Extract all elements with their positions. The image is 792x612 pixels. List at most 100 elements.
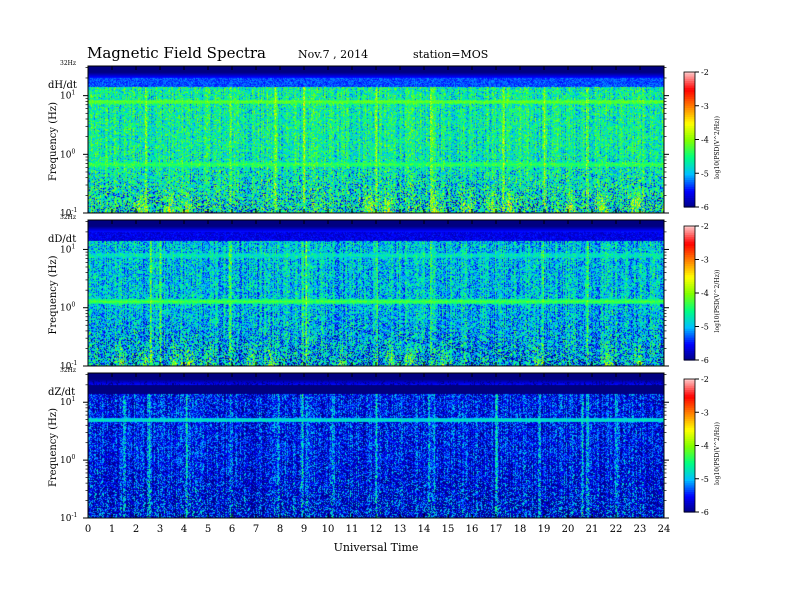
colorbar-tick-label: -3 xyxy=(701,256,709,265)
colorbar-segment xyxy=(684,485,695,489)
colorbar-segment xyxy=(684,239,695,243)
colorbar-tick-label: -2 xyxy=(701,222,709,231)
colorbar-tick-label: -4 xyxy=(701,442,709,451)
colorbar-segment xyxy=(684,135,695,138)
colorbar-segment xyxy=(684,387,695,391)
colorbar-segment xyxy=(684,434,695,438)
colorbar-tick-label: -2 xyxy=(701,375,709,384)
y-tick-label: 10-1 xyxy=(60,512,77,524)
colorbar-segment xyxy=(684,168,695,172)
colorbar-segment xyxy=(684,226,695,229)
x-tick-label: 5 xyxy=(205,524,211,535)
colorbar-segment xyxy=(684,454,695,458)
y-tick-label: 100 xyxy=(60,454,75,466)
colorbar-segment xyxy=(684,263,695,267)
colorbar-segment xyxy=(684,507,695,511)
component-label: dZ/dt xyxy=(48,387,75,398)
colorbar-segment xyxy=(684,407,695,411)
colorbar: -2 -3 -4 -5 -6 log10(PSD(V^2/Hz)) xyxy=(683,68,721,212)
spectrogram-image xyxy=(88,66,664,213)
colorbar-segment xyxy=(684,335,695,339)
colorbar-segment xyxy=(684,103,695,107)
colorbar-segment xyxy=(684,339,695,343)
x-tick-label: 20 xyxy=(562,524,575,535)
x-tick-label: 21 xyxy=(586,524,599,535)
colorbar-segment xyxy=(684,74,695,78)
colorbar-segment xyxy=(684,328,695,332)
colorbar-segment xyxy=(684,478,695,482)
x-tick-label: 0 xyxy=(85,524,91,535)
colorbar-segment xyxy=(684,92,695,96)
x-tick-label: 16 xyxy=(466,524,479,535)
colorbar-segment xyxy=(684,351,695,354)
colorbar-segment xyxy=(684,164,695,168)
colorbar-segment xyxy=(684,101,695,105)
colorbar-label: log10(PSD(V^2/Hz)) xyxy=(714,270,721,333)
colorbar-segment xyxy=(684,301,695,305)
colorbar-segment xyxy=(684,266,695,270)
colorbar-segment xyxy=(684,500,695,504)
x-tick-label: 12 xyxy=(370,524,383,535)
colorbar: -2 -3 -4 -5 -6 log10(PSD(V^2/Hz)) xyxy=(683,375,721,517)
colorbar-segment xyxy=(684,299,695,303)
colorbar-segment xyxy=(684,257,695,261)
colorbar-segment xyxy=(684,81,695,84)
colorbar-segment xyxy=(684,474,695,478)
colorbar-segment xyxy=(684,72,695,75)
colorbar-segment xyxy=(684,119,695,123)
colorbar-segment xyxy=(684,463,695,467)
colorbar: -2 -3 -4 -5 -6 log10(PSD(V^2/Hz)) xyxy=(683,222,721,365)
colorbar-segment xyxy=(684,315,695,319)
colorbar-segment xyxy=(684,230,695,234)
colorbar-segment xyxy=(684,117,695,120)
colorbar-segment xyxy=(684,246,695,249)
colorbar-segment xyxy=(684,418,695,422)
colorbar-segment xyxy=(684,414,695,418)
colorbar-segment xyxy=(684,87,695,91)
y-tick-label: 100 xyxy=(60,302,75,314)
y-tick-label: 101 xyxy=(60,396,75,408)
colorbar-tick-label: -4 xyxy=(701,136,709,145)
colorbar-segment xyxy=(684,76,695,80)
colorbar-segment xyxy=(684,319,695,323)
colorbar-segment xyxy=(684,346,695,350)
colorbar-segment xyxy=(684,288,695,292)
colorbar-segment xyxy=(684,132,695,136)
colorbar-segment xyxy=(684,427,695,431)
colorbar-segment xyxy=(684,458,695,462)
colorbar-segment xyxy=(684,144,695,147)
colorbar-segment xyxy=(684,90,695,93)
x-tick-label: 15 xyxy=(442,524,455,535)
colorbar-segment xyxy=(684,306,695,310)
colorbar-segment xyxy=(684,494,695,498)
colorbar-segment xyxy=(684,121,695,125)
colorbar-segment xyxy=(684,248,695,252)
colorbar-segment xyxy=(684,342,695,345)
colorbar-segment xyxy=(684,146,695,150)
colorbar-segment xyxy=(684,405,695,409)
colorbar-segment xyxy=(684,184,695,188)
top-frequency-label: 32Hz xyxy=(60,214,76,221)
x-tick-label: 6 xyxy=(229,524,235,535)
colorbar-segment xyxy=(684,191,695,195)
colorbar-segment xyxy=(684,96,695,100)
colorbar-tick-label: -5 xyxy=(701,323,709,332)
colorbar-segment xyxy=(684,200,695,204)
colorbar-segment xyxy=(684,159,695,163)
colorbar-segment xyxy=(684,423,695,427)
colorbar-segment xyxy=(684,99,695,102)
colorbar-segment xyxy=(684,137,695,141)
colorbar-segment xyxy=(684,381,695,385)
colorbar-segment xyxy=(684,286,695,290)
colorbar-segment xyxy=(684,432,695,436)
colorbar-segment xyxy=(684,472,695,475)
colorbar-segment xyxy=(684,333,695,337)
colorbar-segment xyxy=(684,492,695,495)
x-tick-label: 11 xyxy=(346,524,359,535)
colorbar-segment xyxy=(684,272,695,276)
colorbar-segment xyxy=(684,148,695,152)
colorbar-tick-label: -6 xyxy=(701,203,709,212)
colorbar-segment xyxy=(684,355,695,359)
